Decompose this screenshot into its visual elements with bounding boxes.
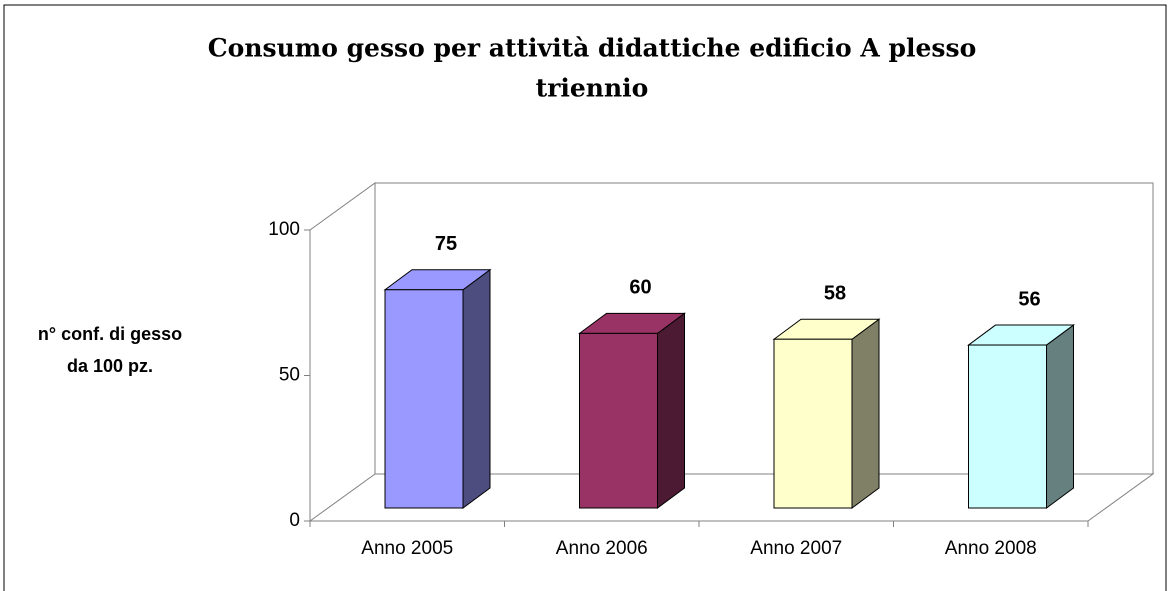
data-label: 56 (1018, 288, 1040, 310)
side-wall (309, 182, 376, 522)
data-label: 60 (629, 277, 651, 299)
bar-side (1046, 324, 1074, 509)
bar-side (851, 318, 880, 509)
y-tick-label: 100 (268, 219, 300, 240)
bar-side (657, 312, 685, 509)
bar (968, 344, 1047, 509)
y-tick-label: 50 (279, 365, 300, 386)
y-axis-label: da 100 pz. (67, 356, 153, 376)
bar (773, 338, 853, 509)
back-wall (375, 182, 1154, 474)
y-tick-label: 0 (289, 510, 300, 531)
data-label: 75 (435, 233, 457, 255)
bar-side (462, 268, 491, 509)
x-tick-label: Anno 2007 (750, 538, 842, 559)
x-tick-label: Anno 2005 (361, 538, 453, 559)
bar (579, 332, 658, 509)
x-tick-label: Anno 2008 (945, 538, 1037, 559)
x-tick-label: Anno 2006 (556, 538, 648, 559)
data-label: 58 (824, 283, 846, 305)
bar (384, 289, 464, 509)
y-axis-label: n° conf. di gesso (38, 324, 182, 344)
chart-title: triennio (536, 74, 649, 103)
chart-title: Consumo gesso per attività didattiche ed… (208, 34, 977, 63)
